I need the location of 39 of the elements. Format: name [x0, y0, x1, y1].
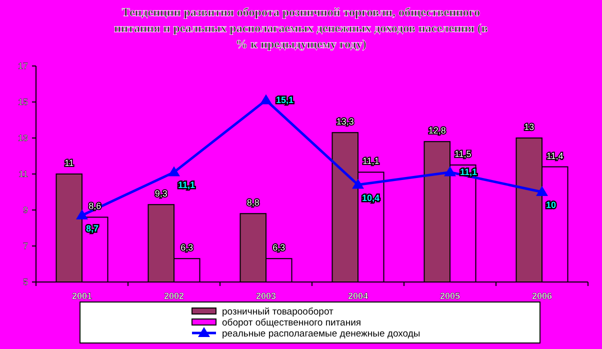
data-label: 6,3 [180, 242, 194, 253]
chart-title: Тенденции развития оборота розничной торговли, общественного питания и реальных располагаемых денежных доходов населения (в % к предыдущему году) [114, 5, 488, 51]
data-label: 11 [64, 158, 74, 168]
point [536, 186, 548, 196]
point [352, 178, 364, 189]
x-tick-label: 2001 [72, 291, 92, 301]
point [76, 209, 88, 220]
point [444, 166, 456, 176]
data-label: 11,1 [178, 180, 196, 190]
data-label: 6,3 [272, 242, 286, 253]
point [168, 166, 180, 176]
y-tick-label: 7 [22, 241, 28, 251]
y-tick-label: 17 [18, 61, 28, 71]
data-label: 11,4 [546, 150, 564, 161]
x-tick-label: 2002 [164, 291, 184, 301]
x-tick-label: 2004 [348, 291, 368, 301]
data-label: 8,8 [246, 198, 260, 208]
legend-label: розничный товарооборот [222, 306, 334, 318]
data-label: 9,3 [154, 188, 168, 199]
data-label: 10,4 [362, 192, 380, 203]
data-label: 11,1 [362, 156, 380, 166]
y-tick-label: 15 [18, 97, 28, 107]
x-tick-label: 2006 [532, 291, 552, 301]
x-tick-label: 2005 [440, 291, 460, 301]
legend-label: реальные располагаемые денежные доходы [222, 328, 420, 340]
x-tick-label: 2003 [256, 291, 276, 301]
legend-label: оборот общественного питания [222, 318, 362, 328]
data-label: 12,8 [428, 126, 446, 136]
data-label: 13 [524, 122, 534, 132]
y-tick-label: 13 [18, 133, 28, 143]
data-label: 10 [546, 200, 556, 210]
data-label: 15,1 [276, 95, 294, 106]
y-tick-label: 11 [18, 169, 28, 179]
point [260, 94, 272, 104]
data-label: 11,5 [454, 149, 472, 159]
y-tick-label: 9 [22, 205, 28, 215]
data-label: 8,7 [86, 223, 99, 234]
data-label: 13,3 [336, 116, 354, 127]
y-tick-label: 5 [22, 277, 28, 287]
